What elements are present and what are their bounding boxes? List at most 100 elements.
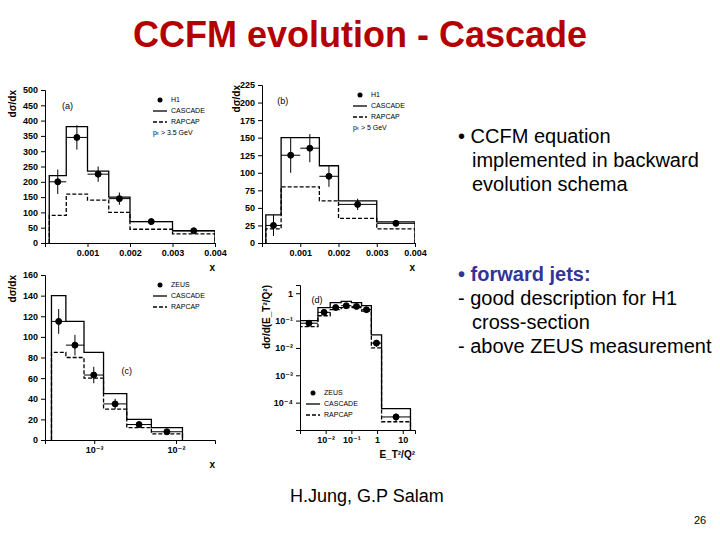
tick-label: 10⁻² xyxy=(317,435,335,445)
tick: 0.002 xyxy=(119,243,142,258)
tick: 1 xyxy=(288,289,300,299)
tick-label: 350 xyxy=(23,131,38,141)
histogram-line xyxy=(49,194,215,243)
data-point xyxy=(56,318,62,324)
panel-label: (c) xyxy=(122,366,133,376)
tick-label: 150 xyxy=(240,133,255,143)
tick-label: 40 xyxy=(28,394,38,404)
tick: 450 xyxy=(23,101,45,111)
tick: 0 xyxy=(33,435,45,445)
tick-label: 10⁻² xyxy=(168,445,186,455)
tick: 75 xyxy=(245,186,262,196)
legend-label: CASCADE xyxy=(171,292,205,299)
tick-mark xyxy=(258,173,262,174)
tick: 500 xyxy=(23,85,45,95)
tick: 0.003 xyxy=(366,243,389,258)
tick-mark xyxy=(41,316,45,317)
bullet: • CCFM equation implemented in backward … xyxy=(458,124,707,196)
histogram-line xyxy=(266,138,415,243)
tick: 200 xyxy=(240,98,262,108)
tick-label: 0 xyxy=(250,238,255,248)
tick-label: 400 xyxy=(23,116,38,126)
tick: 225 xyxy=(240,80,262,90)
legend: H1CASCADERAPCAPpₜ > 5 GeV xyxy=(353,91,405,132)
tick-label: 10⁻³ xyxy=(275,371,293,381)
tick-mark xyxy=(339,243,340,247)
axis-line xyxy=(258,86,263,244)
x-axis-title: E_T²/Q² xyxy=(379,449,415,460)
tick: 100 xyxy=(240,168,262,178)
tick-mark xyxy=(326,430,327,434)
tick-mark xyxy=(296,348,300,349)
axis-line xyxy=(301,431,416,435)
x-axis: 0.0010.0020.0030.004 xyxy=(263,243,427,258)
tick-mark xyxy=(176,440,177,444)
tick: 160 xyxy=(23,270,45,280)
data-point xyxy=(355,201,361,207)
y-axis-title: dσ/dx xyxy=(7,275,18,303)
axis-line xyxy=(41,91,46,244)
legend: ZEUSCASCADERAPCAP xyxy=(306,389,358,418)
tick: 10⁻¹ xyxy=(275,316,300,326)
panel-label: (b) xyxy=(277,96,288,106)
panel: 10⁻³10⁻²020406080100120140160xdσ/dx(c)ZE… xyxy=(7,270,216,470)
y-axis: 050100150200250300350400450500 xyxy=(23,85,46,248)
tick-mark xyxy=(258,120,262,121)
tick-mark xyxy=(296,321,300,322)
data-point xyxy=(288,152,294,158)
tick-label: 200 xyxy=(240,98,255,108)
legend: H1CASCADERAPCAPpₜ > 3.5 GeV xyxy=(153,96,205,137)
tick-label: 100 xyxy=(240,168,255,178)
legend-swatch xyxy=(153,121,167,122)
legend-label: CASCADE xyxy=(324,400,358,407)
y-axis: 0255075100125150175200225 xyxy=(240,80,263,248)
legend-label: ZEUS xyxy=(171,281,190,288)
page-number: 26 xyxy=(694,514,706,526)
histogram-line xyxy=(49,127,215,243)
panel: 0.0010.0020.0030.00405010015020025030035… xyxy=(7,85,227,273)
legend-label: ZEUS xyxy=(324,389,343,396)
tick: 250 xyxy=(23,162,45,172)
tick-mark xyxy=(41,337,45,338)
tick-mark xyxy=(41,378,45,379)
tick-label: 160 xyxy=(23,270,38,280)
tick: 20 xyxy=(28,415,45,425)
bullet-item: - good description for H1 cross-section xyxy=(458,286,717,334)
tick-mark xyxy=(215,243,216,247)
tick-mark xyxy=(258,155,262,156)
tick-label: 200 xyxy=(23,177,38,187)
bullet-heading: • forward jets: xyxy=(458,262,708,286)
y-axis: 110⁻¹10⁻²10⁻³10⁻⁴ xyxy=(274,286,301,431)
tick-label: 0.001 xyxy=(77,248,100,258)
tick: 100 xyxy=(23,208,45,218)
legend-swatch xyxy=(358,93,363,98)
tick-mark xyxy=(377,430,378,434)
tick: 10 xyxy=(398,430,408,445)
tick: 50 xyxy=(28,223,45,233)
tick: 120 xyxy=(23,312,45,322)
data-point xyxy=(373,340,379,346)
tick-mark xyxy=(41,212,45,213)
legend-label: RAPCAP xyxy=(171,118,200,125)
tick-mark xyxy=(41,228,45,229)
tick-label: 10 xyxy=(398,435,408,445)
tick: 0.001 xyxy=(77,243,100,258)
tick-label: 0.003 xyxy=(162,248,185,258)
plot-area xyxy=(266,134,415,243)
x-axis-title: x xyxy=(409,262,415,273)
histogram-line xyxy=(300,301,410,430)
tick-mark xyxy=(41,440,45,441)
panel: 10⁻²10⁻¹110110⁻¹10⁻²10⁻³10⁻⁴E_T²/Q²dσ/d(… xyxy=(261,285,416,460)
tick-mark xyxy=(173,243,174,247)
tick-mark xyxy=(41,358,45,359)
charts: 0.0010.0020.0030.00405010015020025030035… xyxy=(0,70,440,540)
tick-mark xyxy=(258,85,262,86)
tick: 200 xyxy=(23,177,45,187)
tick: 10⁻¹ xyxy=(343,430,361,445)
tick-label: 100 xyxy=(23,332,38,342)
tick: 25 xyxy=(245,221,262,231)
tick: 0.004 xyxy=(204,243,227,258)
tick-mark xyxy=(296,375,300,376)
tick: 10⁻² xyxy=(168,440,186,455)
data-point xyxy=(393,220,399,226)
